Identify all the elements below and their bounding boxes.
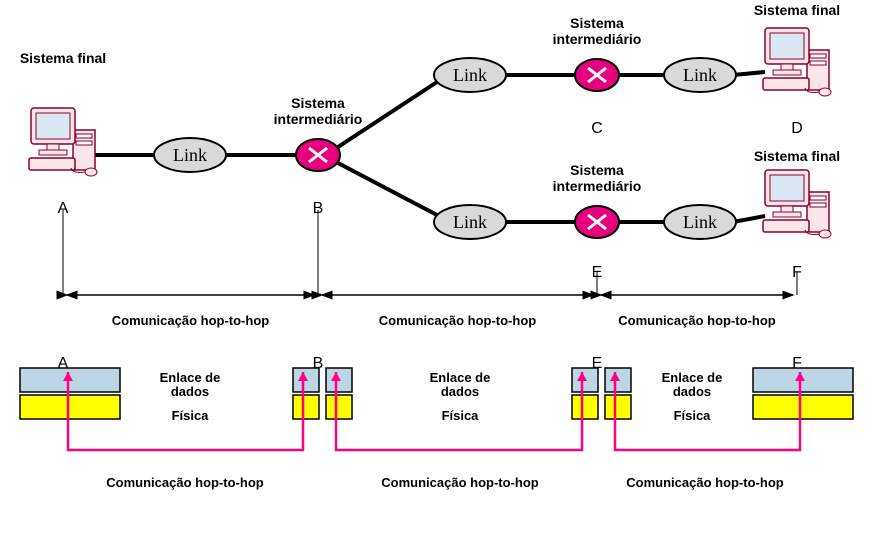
- edge: [733, 72, 765, 75]
- hop-label-top-0: Comunicação hop-to-hop: [41, 313, 341, 328]
- title-E-l2: intermediário: [447, 178, 747, 194]
- hop-label-top-2: Comunicação hop-to-hop: [547, 313, 847, 328]
- computer-mouse: [819, 88, 831, 96]
- fisica-0: Física: [40, 408, 340, 423]
- diagram-stage: LinkLinkLinkLinkLink ASistema finalDSist…: [0, 0, 874, 545]
- title-B-l2: intermediário: [168, 111, 468, 127]
- hop-label-bottom-2: Comunicação hop-to-hop: [555, 475, 855, 490]
- link-text: Link: [683, 212, 717, 232]
- computer-keyboard: [29, 158, 75, 170]
- link-text: Link: [453, 65, 487, 85]
- enlace-l1-2: Enlace de: [542, 370, 842, 385]
- fisica-2: Física: [542, 408, 842, 423]
- enlace-l2-0: dados: [40, 384, 340, 399]
- node-letter-B: B: [168, 200, 468, 218]
- link-text: Link: [683, 65, 717, 85]
- computer-keyboard: [763, 78, 809, 90]
- computer-keyboard: [763, 220, 809, 232]
- title-E-l1: Sistema: [447, 162, 747, 178]
- node-letter-E: E: [447, 264, 747, 282]
- edge: [733, 216, 765, 222]
- title-B-l1: Sistema: [168, 95, 468, 111]
- enlace-l2-2: dados: [542, 384, 842, 399]
- hop-label-bottom-0: Comunicação hop-to-hop: [35, 475, 335, 490]
- title-C-l2: intermediário: [447, 31, 747, 47]
- computer-mouse: [819, 230, 831, 238]
- computer-mouse: [85, 168, 97, 176]
- link-text: Link: [173, 145, 207, 165]
- title-A: Sistema final: [0, 50, 213, 66]
- node-letter-C: C: [447, 120, 747, 138]
- title-C-l1: Sistema: [447, 15, 747, 31]
- enlace-l1-0: Enlace de: [40, 370, 340, 385]
